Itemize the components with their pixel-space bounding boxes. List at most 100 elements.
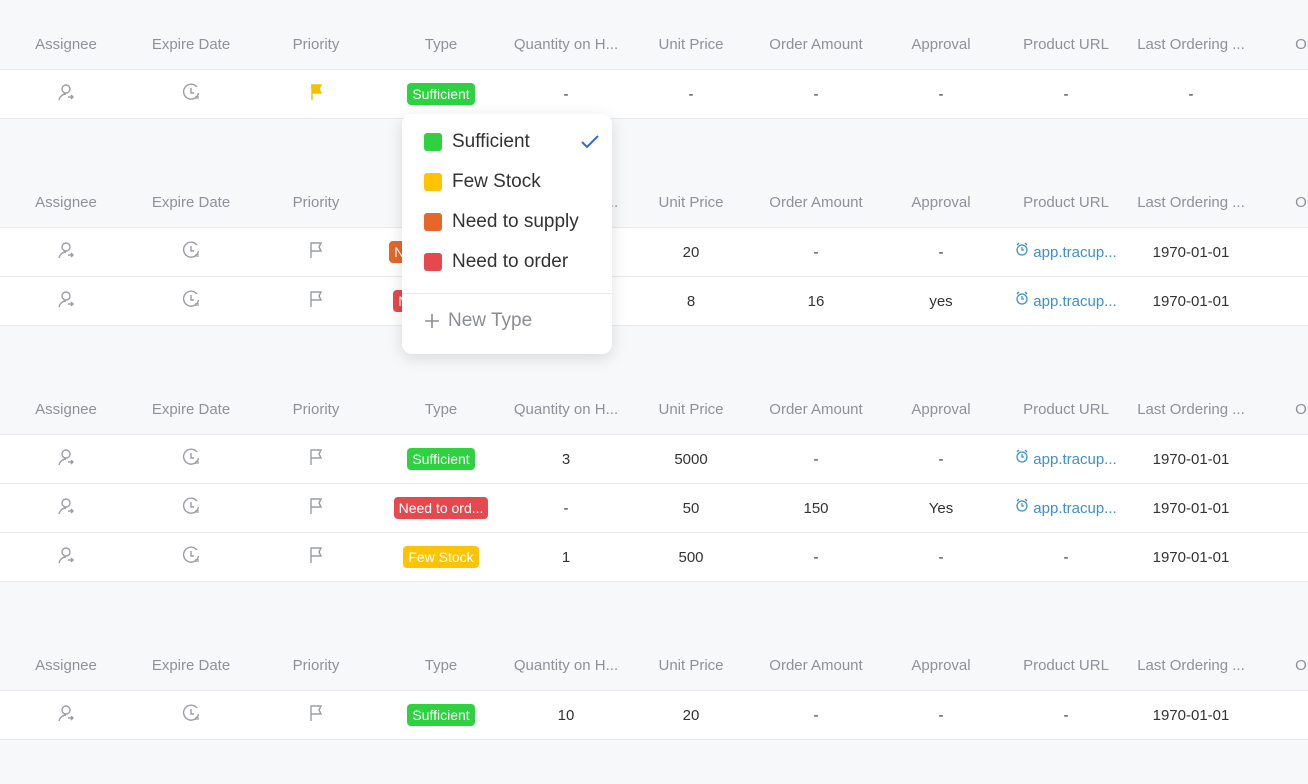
alarm-icon[interactable]	[1015, 289, 1029, 313]
product-link[interactable]: app.tracup...	[1015, 289, 1117, 313]
expire-date-icon[interactable]	[181, 703, 201, 727]
column-header: Quantity on H...	[513, 657, 619, 674]
column-header: Order Amount	[769, 194, 863, 211]
column-header: Order Amount	[769, 36, 863, 53]
cell: -	[879, 435, 1003, 483]
column-header: Last Ordering ...	[1137, 401, 1245, 418]
alarm-icon-svg	[1016, 498, 1028, 512]
priority-icon[interactable]	[306, 447, 326, 471]
priority-icon[interactable]	[306, 545, 326, 569]
order-amount-text: -	[813, 85, 819, 103]
quantity-text: -	[563, 85, 569, 103]
column-header: Order Amount	[769, 401, 863, 418]
new-type-button[interactable]: New Type	[424, 310, 532, 332]
column-header: Last Ordering ...	[1137, 657, 1245, 674]
priority-icon[interactable]	[306, 82, 326, 106]
type-badge[interactable]: Sufficient	[407, 448, 475, 470]
alarm-icon[interactable]	[1015, 496, 1029, 520]
column-header: Expire Date	[151, 194, 231, 211]
cell	[129, 691, 253, 739]
priority-icon-svg	[310, 547, 323, 563]
column-header: Priority	[292, 657, 340, 674]
last-ordering-text: 1970-01-01	[1152, 243, 1230, 261]
priority-icon[interactable]	[306, 240, 326, 264]
priority-icon-svg	[310, 705, 323, 721]
type-badge[interactable]: Sufficient	[407, 704, 475, 726]
cell: 1970-01-01	[1129, 533, 1253, 581]
cell: -	[754, 691, 878, 739]
expire-date-icon[interactable]	[181, 496, 201, 520]
type-badge[interactable]: Need to ord...	[393, 497, 489, 519]
product-link[interactable]: app.tracup...	[1015, 496, 1117, 520]
column-header: Order Amount	[769, 657, 863, 674]
assignee-icon[interactable]	[56, 82, 76, 106]
assignee-icon[interactable]	[56, 289, 76, 313]
cell	[129, 228, 253, 276]
assignee-icon[interactable]	[56, 496, 76, 520]
table-header: Assignee Expire Date Priority Type Quantity …	[0, 641, 1308, 691]
type-dropdown: New Type Sufficient Few Stock Need to supp…	[402, 114, 612, 354]
cell: -	[879, 691, 1003, 739]
cell: -	[504, 484, 628, 532]
approval-text: -	[938, 706, 944, 724]
cell	[4, 70, 128, 118]
expire-date-icon[interactable]	[181, 545, 201, 569]
assignee-icon[interactable]	[56, 703, 76, 727]
expire-date-icon[interactable]	[181, 240, 201, 264]
color-swatch	[424, 133, 442, 151]
column-header: Product URL	[1023, 36, 1109, 53]
assignee-icon-svg	[58, 705, 74, 722]
type-badge[interactable]: Few Stock	[403, 546, 479, 568]
cell: 500	[629, 533, 753, 581]
expire-date-icon[interactable]	[181, 447, 201, 471]
cell	[254, 70, 378, 118]
type-option[interactable]: Need to supply	[424, 207, 600, 237]
type-option[interactable]: Need to order	[424, 247, 600, 277]
assignee-icon[interactable]	[56, 545, 76, 569]
priority-icon-svg	[310, 449, 323, 465]
cell: Need to ord...	[379, 484, 503, 532]
type-badge[interactable]: Sufficient	[407, 83, 475, 105]
option-label: Few Stock	[452, 171, 541, 192]
approval-text: -	[938, 450, 944, 468]
check-mark	[580, 134, 600, 156]
column-header: Last Ordering ...	[1137, 36, 1245, 53]
priority-icon[interactable]	[306, 703, 326, 727]
unit-price-text: 50	[682, 499, 700, 517]
column-header: Orderi	[1295, 657, 1308, 674]
alarm-icon-svg	[1016, 291, 1028, 305]
cell: yes	[879, 277, 1003, 325]
cell	[129, 484, 253, 532]
assignee-icon[interactable]	[56, 240, 76, 264]
alarm-icon[interactable]	[1015, 240, 1029, 264]
table-row: Need to supply20--app.tracup...1970-01-0…	[0, 228, 1308, 277]
last-ordering-text: 1970-01-01	[1152, 450, 1230, 468]
assignee-icon[interactable]	[56, 447, 76, 471]
product-url-text: -	[1063, 706, 1069, 724]
cell: 1970-01-01	[1129, 228, 1253, 276]
alarm-icon[interactable]	[1015, 447, 1029, 471]
cell	[254, 533, 378, 581]
product-link[interactable]: app.tracup...	[1015, 447, 1117, 471]
column-header: Approval	[911, 194, 971, 211]
column-header: Orderi	[1295, 36, 1308, 53]
new-type-label: New Type	[448, 310, 533, 331]
type-option[interactable]: Few Stock	[424, 167, 600, 197]
table-header: Assignee Expire Date Priority Type Quantity …	[0, 20, 1308, 70]
expire-date-icon[interactable]	[181, 289, 201, 313]
table-row: Need to ord... - 50 150 Yes app.tracup... 1970…	[0, 484, 1308, 533]
cell: -	[1004, 691, 1128, 739]
cell: app.tracup...	[1004, 277, 1128, 325]
type-option[interactable]: Sufficient	[424, 127, 600, 157]
approval-text: -	[938, 548, 944, 566]
column-header: Orderi	[1295, 401, 1308, 418]
product-url-text: app.tracup...	[1033, 243, 1117, 261]
expire-date-icon[interactable]	[181, 82, 201, 106]
product-link[interactable]: app.tracup...	[1015, 240, 1117, 264]
cell	[254, 435, 378, 483]
priority-icon[interactable]	[306, 496, 326, 520]
column-header: Assignee	[35, 36, 97, 53]
priority-icon[interactable]	[306, 289, 326, 313]
alarm-icon-svg	[1016, 449, 1028, 463]
quantity-text: -	[563, 499, 569, 517]
